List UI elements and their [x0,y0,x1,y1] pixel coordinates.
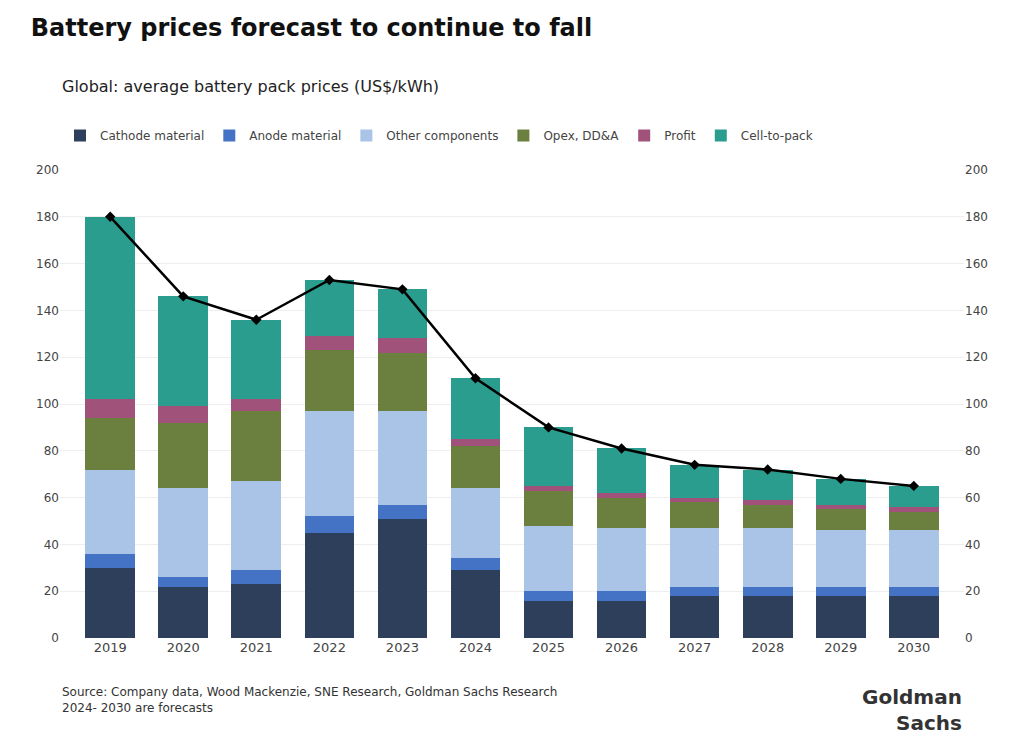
svg-text:20: 20 [44,584,59,598]
svg-text:2023: 2023 [386,640,419,655]
svg-text:2028: 2028 [751,640,784,655]
svg-text:0: 0 [965,631,973,645]
svg-text:Profit: Profit [664,129,696,143]
svg-text:2019: 2019 [94,640,127,655]
svg-text:180: 180 [36,210,59,224]
svg-text:120: 120 [965,350,988,364]
svg-text:100: 100 [965,397,988,411]
svg-text:2022: 2022 [313,640,346,655]
svg-text:2027: 2027 [678,640,711,655]
svg-text:Cell-to-pack: Cell-to-pack [741,129,813,143]
svg-text:40: 40 [965,538,980,552]
svg-text:20: 20 [965,584,980,598]
svg-text:140: 140 [36,304,59,318]
svg-text:Opex, DD&A: Opex, DD&A [543,129,619,143]
svg-text:2030: 2030 [897,640,930,655]
svg-text:200: 200 [965,163,988,177]
svg-text:2025: 2025 [532,640,565,655]
svg-text:40: 40 [44,538,59,552]
svg-text:200: 200 [36,163,59,177]
svg-text:100: 100 [36,397,59,411]
svg-text:60: 60 [44,491,59,505]
svg-text:2029: 2029 [824,640,857,655]
svg-text:120: 120 [36,350,59,364]
svg-text:80: 80 [44,444,59,458]
svg-text:140: 140 [965,304,988,318]
svg-text:Battery prices forecast to con: Battery prices forecast to continue to f… [31,14,593,42]
svg-text:GoldmanSachs: GoldmanSachs [862,685,962,735]
svg-text:0: 0 [51,631,59,645]
svg-text:60: 60 [965,491,980,505]
svg-text:2020: 2020 [167,640,200,655]
svg-text:Anode material: Anode material [249,129,341,143]
svg-text:Global: average battery pack p: Global: average battery pack prices (US$… [62,77,439,96]
svg-text:Source: Company data, Wood Mac: Source: Company data, Wood Mackenzie, SN… [62,685,557,715]
svg-text:80: 80 [965,444,980,458]
svg-text:160: 160 [36,257,59,271]
svg-text:180: 180 [965,210,988,224]
svg-text:Other components: Other components [386,129,498,143]
svg-text:2024: 2024 [459,640,492,655]
svg-text:2021: 2021 [240,640,273,655]
svg-text:2026: 2026 [605,640,638,655]
svg-text:160: 160 [965,257,988,271]
svg-text:Cathode material: Cathode material [100,129,204,143]
